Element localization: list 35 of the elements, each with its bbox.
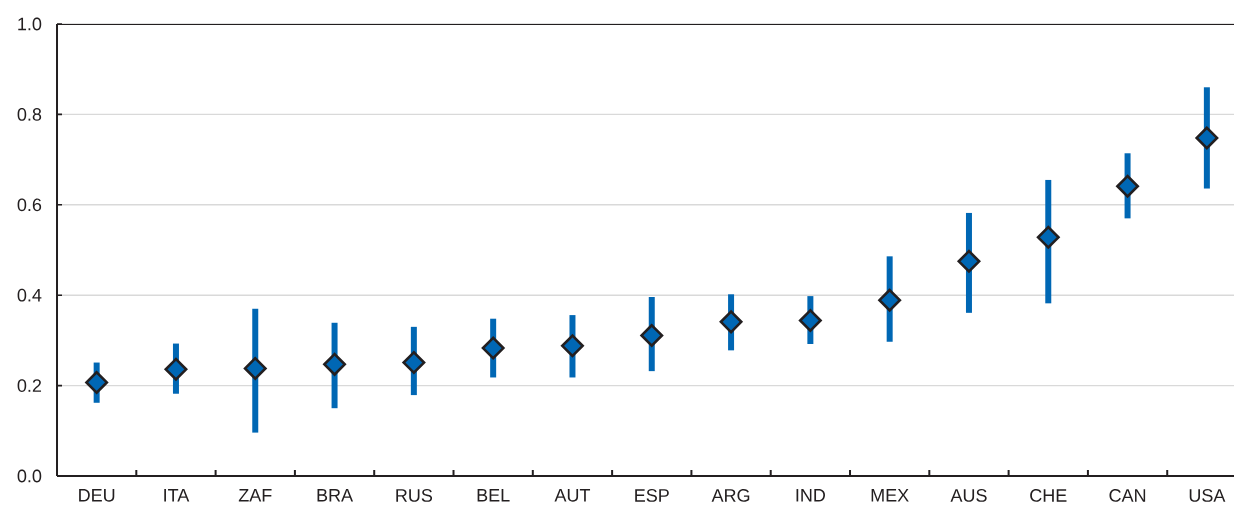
point bbox=[481, 336, 505, 360]
x-tick-label: ESP bbox=[635, 489, 669, 502]
x-tick-label: BEL bbox=[477, 489, 510, 502]
x-tick-label: CAN bbox=[1109, 489, 1146, 502]
y-tick-label: 0.2 bbox=[17, 379, 42, 392]
x-tick-label: BRA bbox=[317, 489, 354, 502]
x-tick-label: IND bbox=[796, 489, 826, 502]
x-tick-label: AUT bbox=[554, 489, 591, 502]
point bbox=[878, 288, 902, 312]
y-tick-label: 0.6 bbox=[17, 198, 42, 212]
point bbox=[1116, 174, 1140, 198]
y-tick-label: 0.0 bbox=[17, 469, 42, 483]
point bbox=[640, 323, 664, 347]
x-tick-label: USA bbox=[1189, 489, 1226, 502]
x-tick-label: MEX bbox=[871, 489, 909, 502]
point bbox=[957, 249, 981, 273]
y-tick-label: 0.4 bbox=[17, 288, 42, 302]
point bbox=[719, 310, 743, 334]
point bbox=[243, 356, 267, 380]
point bbox=[85, 370, 109, 394]
x-tick-label: DEU bbox=[79, 489, 115, 502]
y-tick-label: 0.8 bbox=[17, 108, 42, 121]
x-tick-label: ARG bbox=[711, 489, 750, 502]
point bbox=[560, 334, 584, 358]
point bbox=[323, 352, 347, 376]
x-tick-label: CHE bbox=[1030, 489, 1067, 502]
y-tick-label: 1.0 bbox=[18, 17, 42, 31]
x-tick-label: ZAF bbox=[238, 489, 272, 502]
x-tick-label: RUS bbox=[396, 489, 433, 502]
x-tick-label: AUS bbox=[950, 489, 987, 502]
point bbox=[164, 357, 188, 381]
point bbox=[798, 309, 822, 332]
point bbox=[402, 351, 426, 375]
x-tick-label: ITA bbox=[164, 489, 190, 502]
point bbox=[1036, 225, 1060, 249]
